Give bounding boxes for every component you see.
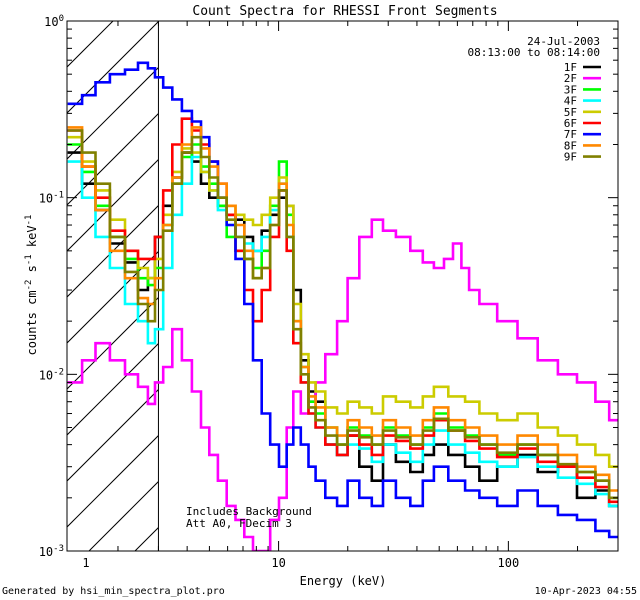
y-tick-base: 10 <box>39 192 53 206</box>
y-tick-base: 10 <box>39 368 53 382</box>
x-axis-label: Energy (keV) <box>300 574 387 588</box>
note-background: Includes Background <box>186 505 312 518</box>
y-tick-base: 10 <box>44 15 58 29</box>
y-axis-label: counts cm-2 s-1 keV-1 <box>24 215 39 356</box>
y-tick-label: 10-2 <box>39 367 64 382</box>
y-tick-exponent: -2 <box>53 367 64 377</box>
hatch-line <box>67 250 159 344</box>
hatch-line <box>67 21 159 114</box>
legend-label-6F: 6F <box>564 117 577 130</box>
series-7F <box>67 61 618 539</box>
date-label: 24-Jul-2003 <box>527 35 600 48</box>
x-tick-label: 100 <box>498 556 520 570</box>
x-tick-label: 1 <box>82 556 89 570</box>
chart-title: Count Spectra for RHESSI Front Segments <box>192 4 497 19</box>
y-axis-label-sup2: -1 <box>24 254 34 265</box>
y-tick-exponent: -3 <box>53 544 64 554</box>
series-9F <box>67 129 618 500</box>
legend-label-8F: 8F <box>564 139 577 152</box>
legend-label-9F: 9F <box>564 151 577 164</box>
hatch-line <box>67 204 159 298</box>
y-tick-label: 100 <box>44 14 64 29</box>
y-tick-label: 10-3 <box>39 544 64 559</box>
hatch-line <box>67 66 159 160</box>
hatch-line <box>67 388 159 482</box>
plot-frame <box>66 20 619 552</box>
y-axis-label-sup1: -2 <box>24 280 34 291</box>
hatch-line <box>67 21 114 68</box>
legend-label-1F: 1F <box>564 61 577 74</box>
y-axis-label-mid2: keV <box>25 225 39 254</box>
legend-label-5F: 5F <box>564 106 577 119</box>
legend-label-4F: 4F <box>564 95 577 108</box>
series-5F <box>67 135 618 468</box>
footer-timestamp: 10-Apr-2023 04:55 <box>535 586 637 597</box>
y-axis-label-sup3: -1 <box>24 215 34 226</box>
legend-label-7F: 7F <box>564 128 577 141</box>
series-lines <box>67 61 618 551</box>
series-8F <box>67 126 618 492</box>
y-axis-label-main: counts cm <box>25 290 39 355</box>
y-tick-exponent: -1 <box>53 191 64 201</box>
legend-label-2F: 2F <box>564 72 577 85</box>
y-axis-label-mid1: s <box>25 265 39 279</box>
y-tick-label: 10-1 <box>39 191 64 206</box>
note-attenuator: Att A0, FDecim 3 <box>186 517 292 530</box>
hatch-line <box>67 342 159 436</box>
x-tick-label: 10 <box>271 556 285 570</box>
time-range-label: 08:13:00 to 08:14:00 <box>468 46 600 59</box>
footer-generated-by: Generated by hsi_min_spectra_plot.pro <box>2 586 225 597</box>
hatch-line <box>67 434 159 528</box>
legend-label-3F: 3F <box>564 83 577 96</box>
y-tick-exponent: 0 <box>59 14 64 24</box>
y-tick-base: 10 <box>39 545 53 559</box>
